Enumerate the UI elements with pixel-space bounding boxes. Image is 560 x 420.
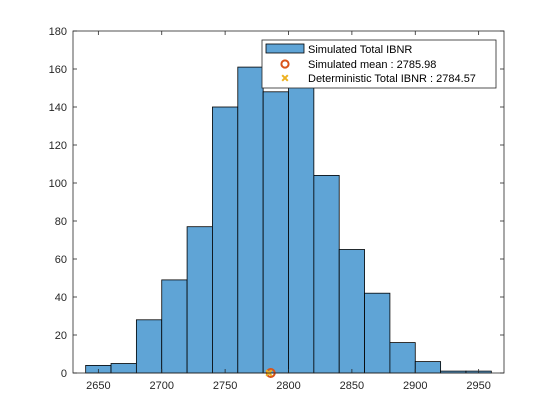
histogram-bar	[237, 66, 264, 374]
x-tick-label: 2700	[149, 380, 173, 392]
legend-entry-simulated-mean: Simulated mean : 2785.98	[308, 59, 436, 71]
histogram-bar	[338, 249, 365, 374]
histogram-bar	[135, 319, 163, 374]
y-tick-label: 40	[55, 292, 67, 304]
y-tick-label: 180	[49, 26, 67, 38]
x-tick-label: 2650	[86, 380, 110, 392]
histogram-bar	[364, 292, 391, 374]
y-tick-label: 80	[55, 216, 67, 228]
x-tick-label: 2950	[466, 380, 490, 392]
histogram-bar	[262, 91, 289, 374]
x-tick-label: 2850	[340, 380, 364, 392]
y-tick-label: 60	[55, 254, 67, 266]
histogram-bar	[212, 106, 239, 374]
y-tick-label: 120	[49, 140, 67, 152]
y-tick-label: 100	[49, 178, 67, 190]
histogram-bar	[161, 279, 188, 374]
histogram-bar	[288, 68, 315, 374]
histogram-bar	[414, 361, 442, 374]
legend-swatch-mean-marker	[280, 59, 290, 69]
x-tick-label: 2900	[403, 380, 427, 392]
legend-entry-simulated-total: Simulated Total IBNR	[308, 44, 412, 56]
x-axis: 2650 2700 2750 2800 2850 2900 2950	[86, 31, 491, 392]
y-tick-label: 20	[55, 330, 67, 342]
histogram-bar	[186, 226, 213, 374]
histogram-bars	[85, 66, 492, 374]
histogram-bar	[389, 342, 416, 374]
legend-swatch-deterministic-marker	[281, 74, 289, 82]
y-axis: 0 20 40 60 80 100 120 140 160 180	[49, 26, 504, 380]
x-tick-label: 2800	[276, 380, 300, 392]
y-tick-label: 140	[49, 102, 67, 114]
legend: Simulated Total IBNR Simulated mean : 27…	[261, 39, 497, 89]
legend-entry-deterministic: Deterministic Total IBNR : 2784.57	[308, 73, 476, 85]
y-tick-label: 160	[49, 64, 67, 76]
x-tick-label: 2750	[213, 380, 237, 392]
legend-swatch-histogram	[265, 43, 305, 54]
histogram-bar	[313, 174, 340, 374]
legend-x-glyph	[281, 74, 289, 82]
histogram-bar	[110, 363, 137, 374]
y-tick-label: 0	[61, 368, 67, 380]
